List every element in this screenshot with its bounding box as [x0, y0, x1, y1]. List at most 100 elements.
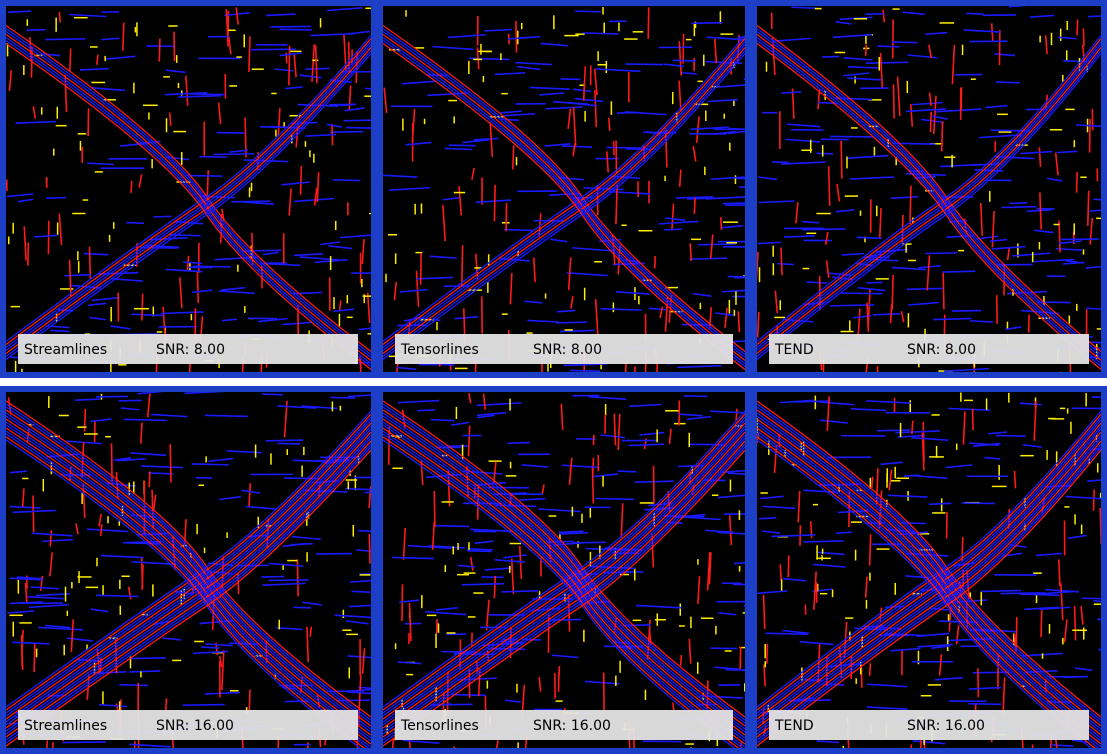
- fiber: [119, 685, 148, 686]
- fiber: [822, 57, 839, 58]
- method-label: Tensorlines: [400, 342, 479, 358]
- fiber: [943, 272, 944, 309]
- fiber: [504, 230, 533, 231]
- fiber: [166, 698, 167, 711]
- fiber: [205, 415, 248, 416]
- fiber: [721, 217, 722, 230]
- snr-label: SNR: 8.00: [907, 342, 976, 358]
- fiber: [817, 153, 834, 154]
- fiber: [925, 253, 956, 254]
- fiber: [910, 186, 911, 224]
- fiber: [550, 620, 581, 621]
- fiber: [467, 551, 491, 552]
- fiber: [681, 655, 682, 666]
- fiber: [494, 185, 495, 221]
- fiber: [434, 491, 435, 527]
- fiber: [872, 477, 873, 488]
- fiber: [878, 46, 900, 47]
- snr-label: SNR: 8.00: [156, 342, 225, 358]
- fiber: [575, 11, 601, 12]
- fiber: [84, 254, 109, 255]
- fiber: [508, 443, 530, 444]
- fiber: [213, 154, 254, 155]
- fiber: [260, 127, 297, 128]
- fiber: [289, 46, 290, 86]
- fiber: [65, 275, 91, 276]
- fiber: [684, 396, 708, 397]
- fiber: [772, 162, 789, 163]
- fiber: [691, 23, 722, 24]
- fiber: [123, 23, 124, 51]
- fiber: [1093, 490, 1094, 511]
- fiber: [149, 471, 150, 486]
- fiber: [788, 556, 789, 578]
- fiber: [445, 148, 472, 149]
- fiber: [170, 113, 171, 126]
- fiber: [1010, 203, 1028, 204]
- fiber: [1001, 207, 1036, 208]
- fiber: [75, 399, 100, 400]
- fiber: [129, 671, 160, 672]
- fiber: [201, 647, 220, 648]
- fiber: [767, 644, 768, 664]
- fiber: [648, 7, 649, 38]
- fiber: [763, 707, 764, 724]
- fiber: [50, 330, 69, 331]
- fiber: [192, 464, 229, 465]
- fiber: [673, 60, 696, 61]
- fiber: [305, 68, 330, 69]
- fiber: [63, 742, 106, 743]
- fiber: [1077, 172, 1078, 193]
- panel: [757, 392, 1107, 754]
- fiber: [142, 565, 143, 590]
- fiber: [759, 518, 776, 519]
- fiber: [1041, 610, 1042, 637]
- panel: [383, 392, 770, 754]
- fiber: [131, 658, 166, 659]
- method-label: TEND: [774, 342, 814, 358]
- fiber: [97, 55, 98, 65]
- fiber: [765, 633, 807, 634]
- fiber: [866, 45, 867, 56]
- fiber: [777, 264, 794, 265]
- snr-label: SNR: 16.00: [907, 718, 985, 734]
- fiber: [193, 266, 231, 267]
- fiber: [1077, 20, 1078, 36]
- fiber: [694, 196, 695, 213]
- fiber: [291, 544, 313, 545]
- fiber: [245, 118, 246, 158]
- fiber: [183, 705, 225, 706]
- fiber: [279, 29, 311, 30]
- fiber: [170, 444, 171, 482]
- fiber: [1000, 593, 1045, 594]
- fiber: [894, 84, 895, 118]
- fiber: [310, 627, 311, 637]
- fiber: [930, 112, 931, 132]
- figure: StreamlinesSNR: 8.00TensorlinesSNR: 8.00…: [0, 0, 1107, 754]
- fiber: [330, 132, 363, 133]
- fiber: [1083, 28, 1084, 46]
- fiber: [1016, 617, 1017, 648]
- fiber: [683, 34, 684, 64]
- fiber: [392, 557, 434, 558]
- fiber: [33, 495, 34, 532]
- fiber: [70, 49, 71, 71]
- fiber: [421, 253, 422, 285]
- fiber: [297, 559, 298, 596]
- fiber: [780, 564, 781, 580]
- fiber: [449, 145, 476, 146]
- fiber: [494, 576, 495, 598]
- fiber: [870, 663, 871, 676]
- fiber: [249, 689, 250, 711]
- fiber: [249, 36, 250, 72]
- fiber: [857, 237, 882, 238]
- fiber: [462, 245, 463, 285]
- fiber: [266, 440, 303, 441]
- fiber: [556, 322, 587, 323]
- snr-label: SNR: 8.00: [533, 342, 602, 358]
- method-label: TEND: [774, 718, 814, 734]
- fiber: [690, 258, 728, 259]
- fiber: [968, 704, 1001, 705]
- method-label: Tensorlines: [400, 718, 479, 734]
- fiber: [912, 421, 913, 435]
